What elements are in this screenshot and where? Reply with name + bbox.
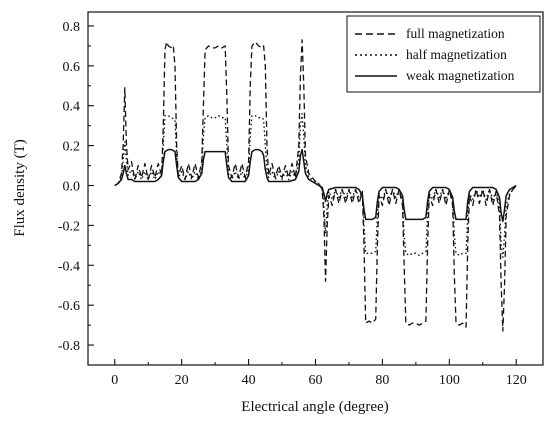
x-tick-label: 0 <box>111 373 118 388</box>
legend-box <box>346 15 541 93</box>
legend: full magnetization half magnetization we… <box>346 15 541 93</box>
x-tick-label: 40 <box>242 373 256 388</box>
legend-label-full: full magnetization <box>406 26 505 41</box>
series-layer <box>114 39 517 332</box>
series-weak-magnetization <box>114 148 517 223</box>
series-half-magnetization <box>114 113 517 258</box>
x-tick-label: 100 <box>439 373 460 388</box>
series-full-magnetization <box>114 39 517 332</box>
y-axis-title: Flux density (T) <box>12 139 28 237</box>
x-tick-label: 120 <box>506 373 527 388</box>
y-tick-label: -0.4 <box>58 259 80 274</box>
legend-label-weak: weak magnetization <box>406 68 515 83</box>
x-tick-label: 80 <box>375 373 389 388</box>
y-tick-label: 0.2 <box>63 140 81 155</box>
y-tick-label: 0.6 <box>63 60 81 75</box>
y-tick-label: 0.8 <box>63 20 81 35</box>
x-axis-title: Electrical angle (degree) <box>241 399 388 415</box>
x-tick-label: 60 <box>309 373 323 388</box>
y-tick-label: 0.0 <box>63 180 81 195</box>
y-tick-label: -0.6 <box>58 299 80 314</box>
y-axis-ticks: -0.8 -0.6 -0.4 -0.2 0.0 0.2 0.4 0.6 0.8 <box>58 20 94 354</box>
y-tick-label: -0.2 <box>58 219 80 234</box>
x-axis-ticks: 0 20 40 60 80 100 120 <box>111 359 527 388</box>
y-tick-label: 0.4 <box>63 100 81 115</box>
legend-label-half: half magnetization <box>406 47 507 62</box>
x-tick-label: 20 <box>175 373 189 388</box>
y-tick-label: -0.8 <box>58 339 80 354</box>
